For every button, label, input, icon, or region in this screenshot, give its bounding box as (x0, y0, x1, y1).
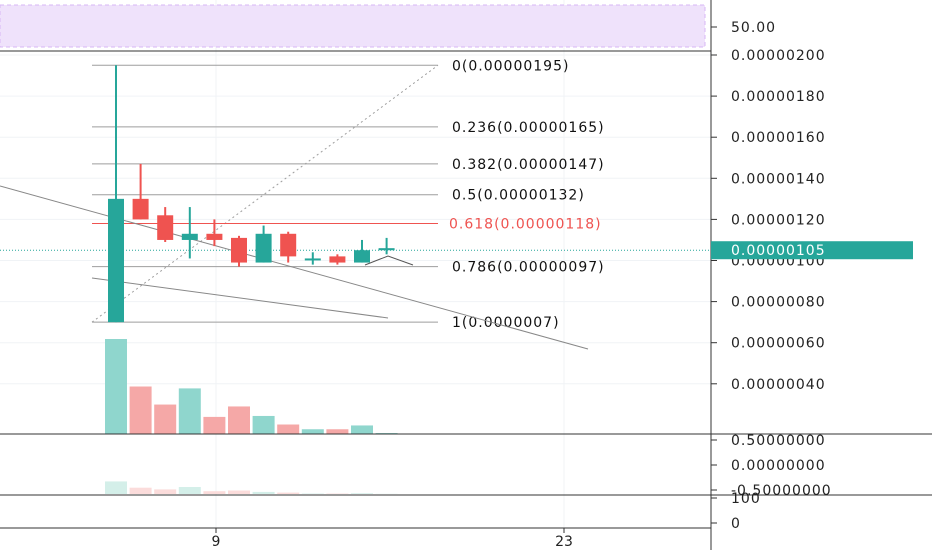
time-axis-label: 9 (212, 534, 221, 550)
fib-level-label: 0.786(0.00000097) (452, 260, 605, 276)
candle-body[interactable] (379, 248, 395, 250)
price-axis-label: 0.50000000 (731, 433, 826, 449)
top-pane-band (0, 5, 705, 47)
indicator-bar (253, 492, 275, 494)
candle-body[interactable] (280, 234, 296, 257)
candle-body[interactable] (182, 234, 198, 240)
indicator-bar (130, 488, 152, 494)
volume-bar (302, 429, 324, 434)
indicator-bar (179, 487, 201, 494)
last-price-label: 0.00000105 (731, 243, 826, 259)
price-axis-label: 0.00000180 (731, 89, 826, 105)
price-axis-label: 0.00000040 (731, 377, 826, 393)
price-axis-label: 0.00000080 (731, 295, 826, 311)
candle-body[interactable] (108, 199, 124, 322)
price-axis-label: 0.00000200 (731, 48, 826, 64)
price-axis-label: 0.00000120 (731, 212, 826, 228)
volume-bar (203, 417, 225, 434)
price-axis-label: 0.00000060 (731, 336, 826, 352)
price-axis-label: 100 (731, 491, 761, 507)
fib-level-label: 0.236(0.00000165) (452, 120, 605, 136)
candle-body[interactable] (206, 234, 222, 240)
indicator-bar (228, 491, 250, 495)
candle-body[interactable] (133, 199, 149, 220)
fib-level-label: 0.618(0.00000118) (449, 217, 602, 233)
volume-bar (326, 429, 348, 434)
candle-body[interactable] (354, 250, 370, 262)
volume-bar (228, 406, 250, 434)
price-axis-label: 0.00000000 (731, 458, 826, 474)
candle-body[interactable] (256, 234, 272, 263)
fib-level-label: 0.382(0.00000147) (452, 157, 605, 173)
volume-bar (105, 339, 127, 434)
candle-body[interactable] (305, 258, 321, 260)
top-pane (0, 5, 711, 51)
indicator-bar (277, 493, 299, 494)
candle-body[interactable] (157, 215, 173, 240)
volume-bar (154, 405, 176, 434)
candle-body[interactable] (329, 256, 345, 262)
candle-body[interactable] (231, 238, 247, 263)
volume-bar (351, 425, 373, 434)
volume-bar (277, 425, 299, 435)
volume-bar (130, 387, 152, 435)
price-axis-label: 0.00000160 (731, 130, 826, 146)
indicator-bar (105, 481, 127, 494)
price-axis-label: 50.00 (731, 20, 776, 36)
indicator-bar (203, 491, 225, 494)
fib-level-label: 1(0.0000007) (452, 315, 560, 331)
indicator-bar (154, 489, 176, 494)
fib-level-label: 0.5(0.00000132) (452, 188, 585, 204)
indicator-bar (351, 493, 373, 494)
time-axis-label: 23 (555, 534, 573, 550)
fib-level-label: 0(0.00000195) (452, 58, 569, 74)
volume-bar (179, 388, 201, 434)
price-axis-label: 0 (731, 516, 741, 532)
price-axis-label: 0.00000140 (731, 171, 826, 187)
volume-bar (253, 416, 275, 434)
